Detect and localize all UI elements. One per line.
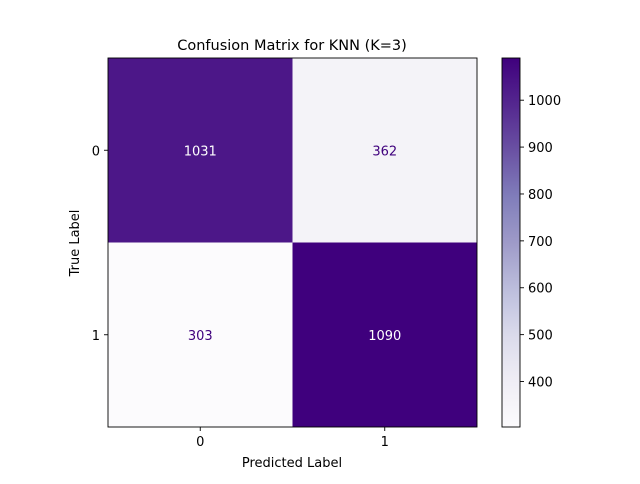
heatmap-cells [108,58,477,427]
colorbar-tick-label: 900 [528,141,553,156]
colorbar-tick-label: 400 [528,376,553,391]
colorbar-tick-label: 500 [528,329,553,344]
heatmap-cell [292,58,477,243]
cell-value-label: 362 [372,144,397,159]
cell-value-label: 303 [188,329,213,344]
y-axis-ticks: 01 [92,144,108,344]
heatmap-cell [292,242,477,427]
cell-value-label: 1031 [184,144,217,159]
heatmap-cell-labels: 1031 362 303 1090 [184,144,402,344]
x-tick-label: 1 [381,435,389,450]
x-axis-label: Predicted Label [242,456,342,471]
colorbar-ticks: 400 500 600 700 800 900 1000 [520,94,561,391]
colorbar-tick-label: 700 [528,235,553,250]
y-axis-label: True Label [68,210,83,278]
colorbar-tick-label: 800 [528,188,553,203]
colorbar [501,57,521,428]
colorbar-tick-label: 600 [528,282,553,297]
x-tick-label: 0 [196,435,204,450]
plot-frame [107,57,478,428]
cell-value-label: 1090 [368,329,401,344]
heatmap-cell [108,58,293,243]
chart-title: Confusion Matrix for KNN (K=3) [177,38,407,54]
y-tick-label: 0 [92,144,100,159]
y-tick-label: 1 [92,329,100,344]
heatmap-cell [108,242,293,427]
colorbar-tick-label: 1000 [528,94,561,109]
